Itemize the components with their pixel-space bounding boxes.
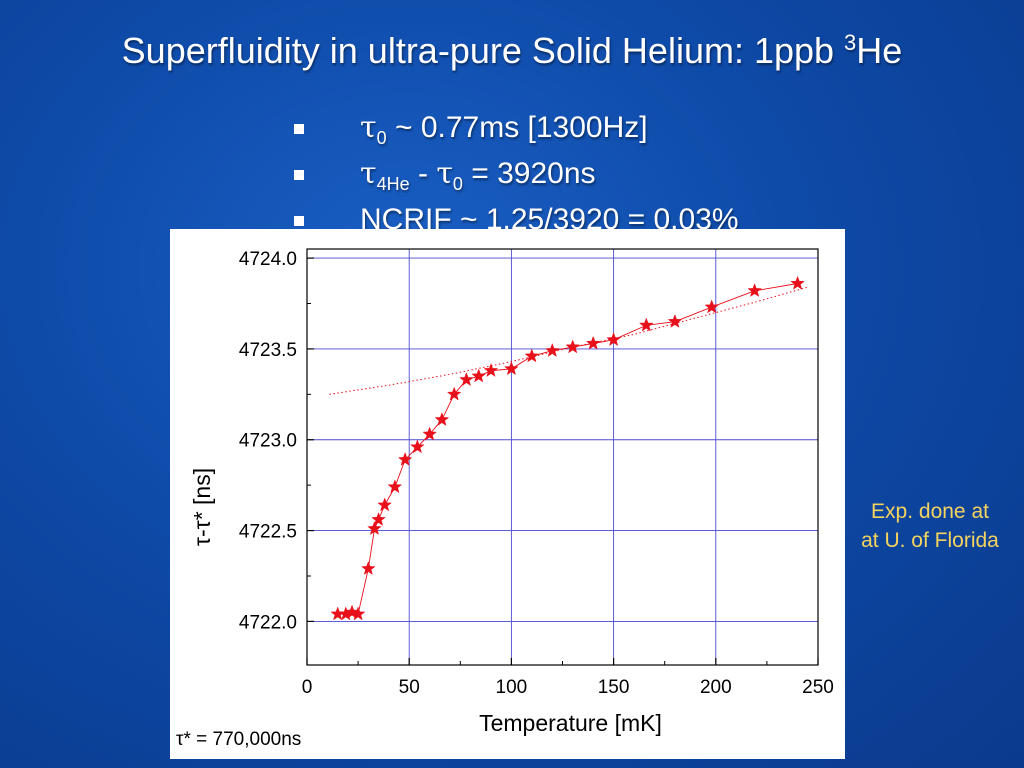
- data-point: [387, 479, 403, 494]
- y-tick-label: 4723.0: [239, 431, 297, 452]
- note-line: Exp. done at: [871, 500, 989, 523]
- plot-frame: [306, 248, 819, 666]
- subscript: 4He: [376, 174, 410, 194]
- data-point: [422, 426, 437, 441]
- x-tick-label: 50: [399, 677, 420, 698]
- data-point: [361, 560, 376, 576]
- subscript: 0: [376, 128, 387, 148]
- data-point: [638, 317, 654, 332]
- data-point: [434, 412, 450, 426]
- data-point: [471, 368, 487, 383]
- data-point: [606, 332, 621, 347]
- data-point: [371, 511, 386, 526]
- data-point: [410, 439, 425, 454]
- data-point: [459, 372, 474, 387]
- series-line: [337, 283, 798, 615]
- minus-sign: -: [409, 157, 437, 190]
- data-point: [667, 313, 683, 328]
- chart-panel: 0 50 100 150 200 250 4722.0 4722.5 4723.0 4723.5 4…: [170, 229, 845, 759]
- x-axis-label: Temperature [mK]: [479, 710, 662, 736]
- subscript: 0: [452, 174, 463, 194]
- slide-title: Superfluidity in ultra-pure Solid Helium…: [0, 30, 1024, 72]
- data-point: [747, 283, 762, 297]
- x-tick-label: 100: [496, 677, 528, 698]
- x-tick-label: 150: [598, 677, 630, 698]
- bullet-list: τ0 ~ 0.77ms [1300Hz] τ4He - τ0 = 3920ns …: [292, 108, 739, 246]
- bullet-item-tau-difference: τ4He - τ0 = 3920ns: [292, 154, 739, 200]
- bullet-square-icon: [294, 170, 304, 180]
- data-point: [483, 362, 499, 378]
- y-tick-label: 4724.0: [239, 249, 297, 270]
- tau-star-footnote: τ* = 770,000ns: [176, 729, 301, 750]
- data-point: [585, 335, 601, 350]
- data-point: [367, 521, 382, 535]
- note-line: at U. of Florida: [861, 529, 999, 552]
- data-point: [350, 606, 366, 621]
- data-point: [565, 339, 581, 354]
- bullet-square-icon: [294, 216, 304, 226]
- y-tick-label: 4722.5: [239, 522, 297, 543]
- data-point: [446, 386, 462, 401]
- data-point: [790, 275, 805, 290]
- slide-title-superscript: 3: [844, 30, 857, 55]
- data-point: [704, 299, 720, 314]
- chart-svg: 0 50 100 150 200 250 4722.0 4722.5 4723.0 4723.5 4…: [176, 248, 834, 750]
- x-tick-label: 0: [302, 677, 313, 698]
- tau-symbol: τ: [360, 110, 377, 145]
- slide-title-element: He: [856, 30, 903, 71]
- data-point: [504, 361, 519, 376]
- data-point: [544, 342, 560, 358]
- tau-symbol: τ: [360, 156, 377, 191]
- experiment-note: Exp. done at at U. of Florida: [842, 497, 1018, 555]
- bullet-square-icon: [294, 124, 304, 134]
- slide-title-text: Superfluidity in ultra-pure Solid Helium…: [121, 30, 845, 71]
- y-axis-label: τ-τ* [ns]: [189, 468, 215, 546]
- y-tick-label: 4722.0: [239, 612, 297, 633]
- data-point: [524, 348, 540, 363]
- bullet-text: = 3920ns: [462, 157, 596, 190]
- bullet-text: ~ 0.77ms [1300Hz]: [386, 111, 648, 144]
- tau-symbol: τ: [436, 156, 453, 191]
- x-tick-label: 250: [802, 677, 834, 698]
- y-tick-label: 4723.5: [239, 340, 297, 361]
- data-point: [397, 451, 413, 467]
- data-point: [377, 497, 392, 512]
- x-tick-label: 200: [700, 677, 732, 698]
- fit-curve: [329, 286, 808, 395]
- bullet-item-tau0: τ0 ~ 0.77ms [1300Hz]: [292, 108, 739, 154]
